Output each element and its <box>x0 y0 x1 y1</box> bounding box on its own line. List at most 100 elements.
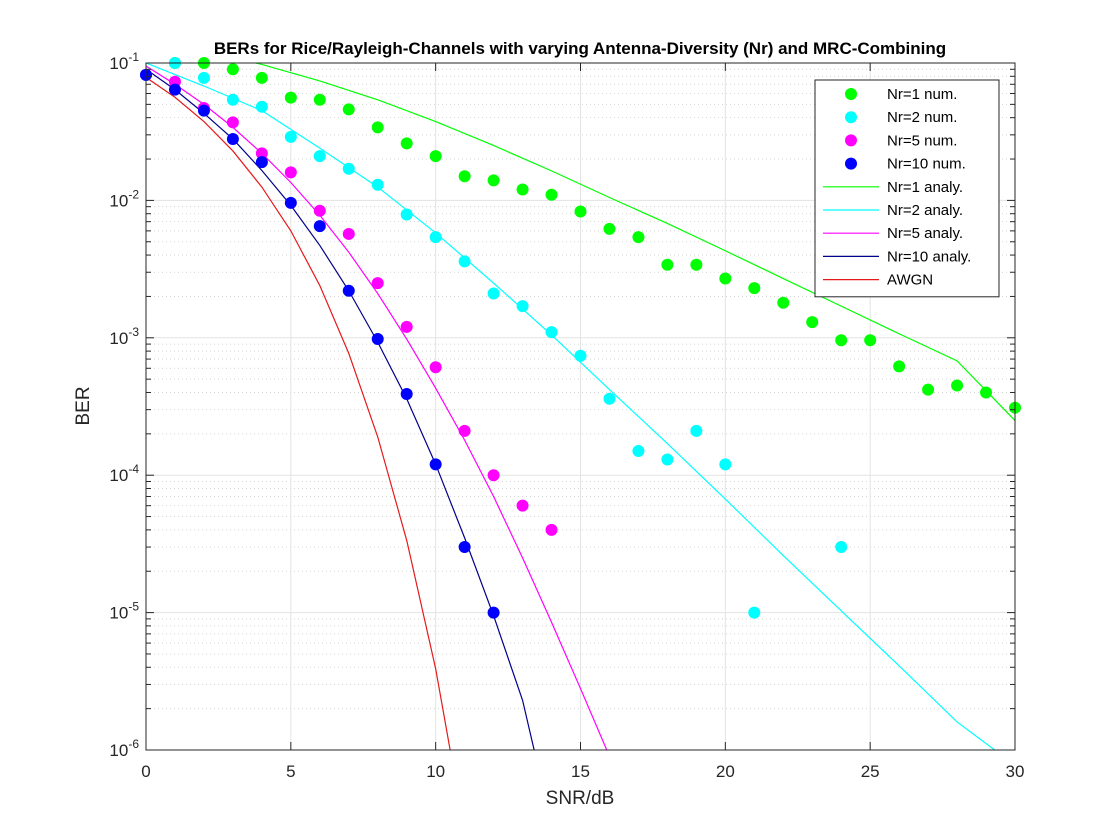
nr-2-num-point <box>603 392 616 405</box>
nr-10-num-point <box>313 220 326 233</box>
nr-2-num-point <box>371 178 384 191</box>
y-axis-label: BER <box>73 386 94 425</box>
nr-1-num-point <box>487 174 500 187</box>
nr-1-num-point <box>922 383 935 396</box>
nr-2-analy-line <box>146 63 996 750</box>
nr-1-num-point <box>835 334 848 347</box>
nr-1-num-point <box>255 71 268 84</box>
x-tick-label: 5 <box>286 762 295 781</box>
nr-2-num-point <box>574 349 587 362</box>
legend-label-nr-2-num: Nr=2 num. <box>887 109 957 126</box>
nr-1-num-point <box>313 93 326 106</box>
legend-swatch-nr-5-num <box>845 134 857 147</box>
nr-10-num-point <box>197 104 210 117</box>
legend-label-nr-10-num: Nr=10 num. <box>887 156 966 173</box>
nr-2-num-point <box>516 300 529 313</box>
legend-swatch-nr-1-num <box>845 88 857 100</box>
nr-2-num-point <box>342 162 355 175</box>
nr-10-num-point <box>400 387 413 400</box>
nr-5-num-point <box>429 361 442 374</box>
nr-10-num-point <box>342 284 355 297</box>
y-tick-label: 10-5 <box>109 600 139 623</box>
nr-1-num-point <box>371 121 384 134</box>
nr-2-num-point <box>545 326 558 339</box>
legend-label-nr-1-num: Nr=1 num. <box>887 86 957 103</box>
nr-5-num-point <box>284 166 297 179</box>
x-tick-labels: 0 5 10 15 20 25 30 <box>141 762 1024 781</box>
nr-1-num-point <box>603 222 616 235</box>
x-tick-label: 15 <box>571 762 590 781</box>
nr-1-num-point <box>893 360 906 373</box>
nr-2-num-point <box>226 93 239 106</box>
legend-label-nr-1-analy: Nr=1 analy. <box>887 179 963 196</box>
x-axis-label: SNR/dB <box>546 788 615 809</box>
nr-1-num-point <box>284 91 297 104</box>
nr-5-num-point <box>313 204 326 217</box>
nr-2-num-point <box>719 458 732 471</box>
axis-ticks <box>145 62 1016 751</box>
nr-5-num-point <box>487 469 500 482</box>
legend-label-awgn: AWGN <box>887 272 933 289</box>
nr-2-num-point <box>458 255 471 268</box>
legend-label-nr-5-analy: Nr=5 analy. <box>887 225 963 242</box>
nr-1-num-point <box>719 272 732 285</box>
nr-5-num-point <box>516 499 529 512</box>
nr-2-num-point <box>255 100 268 113</box>
x-tick-label: 30 <box>1006 762 1025 781</box>
legend-label-nr-2-analy: Nr=2 analy. <box>887 202 963 219</box>
nr-2-num-point <box>197 71 210 84</box>
legend-swatch-nr-2-num <box>845 111 857 124</box>
x-tick-label: 20 <box>716 762 735 781</box>
nr-5-num-point <box>371 277 384 290</box>
nr-1-num-point <box>632 231 645 244</box>
nr-1-num-point <box>748 282 761 295</box>
nr-1-num-point <box>400 137 413 150</box>
nr-10-num-point <box>371 333 384 346</box>
nr-1-num-point <box>806 316 819 329</box>
nr-5-num-point <box>226 116 239 129</box>
nr-1-num-point <box>661 258 674 271</box>
y-tick-label: 10-1 <box>109 50 139 73</box>
nr-5-num-point <box>458 424 471 437</box>
nr-10-num-point <box>255 156 268 169</box>
nr-10-num-point <box>458 541 471 554</box>
nr-5-num-point <box>400 320 413 333</box>
nr-2-num-point <box>284 130 297 143</box>
nr-1-num-point <box>226 63 239 76</box>
nr-1-num-point <box>516 183 529 196</box>
y-tick-label: 10-6 <box>109 737 139 760</box>
x-tick-label: 0 <box>141 762 150 781</box>
nr-2-num-point <box>487 287 500 300</box>
nr-1-num-point <box>429 150 442 163</box>
x-tick-label: 25 <box>861 762 880 781</box>
nr-10-num-point <box>168 83 181 96</box>
nr-2-num-point <box>632 445 645 458</box>
y-tick-labels: 10-6 10-5 10-4 10-3 10-2 10-1 <box>109 50 139 760</box>
y-tick-label: 10-4 <box>109 462 139 485</box>
nr-1-num-point <box>980 386 993 399</box>
nr-1-num-point <box>864 334 877 347</box>
nr-5-num-point <box>255 147 268 160</box>
legend: Nr=1 num. Nr=2 num. Nr=5 num. Nr=10 num. Nr=… <box>814 79 1000 298</box>
nr-1-num-point <box>458 170 471 183</box>
nr-2-num-point <box>661 453 674 466</box>
nr-2-num-point <box>748 606 761 619</box>
nr-10-num-point <box>284 196 297 209</box>
y-tick-label: 10-2 <box>109 187 139 210</box>
nr-10-num-point <box>429 458 442 471</box>
nr-1-num-point <box>574 205 587 218</box>
legend-swatch-nr-10-num <box>845 157 857 170</box>
awgn-line <box>146 76 451 750</box>
nr-1-analy-line <box>252 63 1015 421</box>
nr-1-num-point <box>690 258 703 271</box>
chart-title: BERs for Rice/Rayleigh-Channels with var… <box>214 39 946 58</box>
nr-1-num-point <box>951 379 964 392</box>
nr-10-num-point <box>487 606 500 619</box>
nr-2-num-point <box>313 150 326 163</box>
nr-2-num-point <box>400 208 413 221</box>
nr-1-num-point <box>545 188 558 201</box>
nr-10-num-point <box>226 132 239 145</box>
nr-1-num-point <box>777 296 790 309</box>
nr-5-num-point <box>545 523 558 536</box>
